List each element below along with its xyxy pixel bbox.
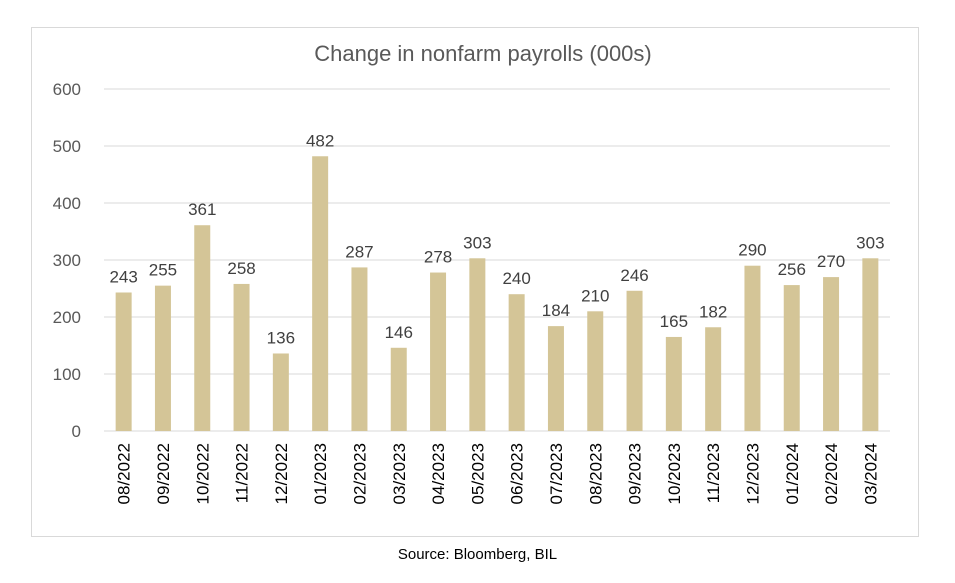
x-tick-label: 11/2023 — [704, 443, 723, 503]
x-tick-label: 12/2022 — [272, 443, 291, 504]
data-label: 243 — [109, 267, 137, 286]
x-tick-label: 01/2024 — [783, 443, 802, 504]
bar — [154, 285, 171, 431]
gridlines — [104, 88, 890, 432]
data-label: 290 — [738, 241, 766, 260]
bar — [626, 290, 643, 431]
chart-frame: Change in nonfarm payrolls (000s) 243 255… — [31, 27, 919, 537]
data-label: 361 — [188, 200, 216, 219]
x-tick-label: 09/2022 — [154, 443, 173, 504]
data-label: 210 — [581, 286, 609, 305]
x-tick-label: 02/2023 — [350, 443, 369, 504]
bar — [547, 326, 564, 431]
y-tick-label: 200 — [53, 308, 81, 327]
bar — [115, 292, 132, 431]
x-tick-label: 03/2024 — [861, 443, 880, 504]
x-tick-label: 01/2023 — [311, 443, 330, 504]
y-tick-label: 500 — [53, 137, 81, 156]
x-tick-label: 06/2023 — [508, 443, 527, 504]
x-tick-label: 03/2023 — [390, 443, 409, 504]
data-label: 182 — [699, 302, 727, 321]
x-tick-label: 08/2023 — [586, 443, 605, 504]
x-tick-label: 04/2023 — [429, 443, 448, 504]
bar — [430, 272, 447, 431]
bar — [351, 267, 368, 431]
x-tick-label: 10/2022 — [193, 443, 212, 504]
y-tick-label: 400 — [53, 194, 81, 213]
data-label: 146 — [385, 323, 413, 342]
chart-title: Change in nonfarm payrolls (000s) — [314, 41, 652, 66]
bar — [272, 353, 289, 431]
bar — [705, 327, 722, 431]
x-tick-label: 09/2023 — [626, 443, 645, 504]
bar-chart: Change in nonfarm payrolls (000s) 243 255… — [53, 41, 890, 504]
y-tick-label: 600 — [53, 80, 81, 99]
y-axis-ticks: 0 100 200 300 400 500 600 — [53, 80, 81, 441]
x-tick-label: 12/2023 — [743, 443, 762, 504]
data-label: 246 — [620, 266, 648, 285]
data-label: 482 — [306, 131, 334, 150]
bar — [390, 347, 407, 431]
x-tick-label: 02/2024 — [822, 443, 841, 504]
x-tick-label: 11/2022 — [233, 443, 252, 503]
x-tick-label: 05/2023 — [468, 443, 487, 504]
data-label: 287 — [345, 242, 373, 261]
x-tick-label: 07/2023 — [547, 443, 566, 504]
data-label: 303 — [463, 233, 491, 252]
y-tick-label: 300 — [53, 251, 81, 270]
bars — [115, 156, 879, 431]
data-label: 136 — [267, 328, 295, 347]
data-label: 240 — [502, 269, 530, 288]
bar — [665, 336, 682, 431]
y-tick-label: 0 — [72, 422, 81, 441]
data-labels: 243 255 361 258 136 482 287 146 278 303 240 184 210 2… — [109, 131, 884, 347]
bar — [508, 294, 525, 431]
source-note: Source: Bloomberg, BIL — [397, 546, 558, 563]
data-label: 165 — [660, 312, 688, 331]
data-label: 303 — [856, 233, 884, 252]
bar — [194, 225, 211, 431]
bar — [783, 285, 800, 431]
bar — [469, 258, 486, 431]
bar — [744, 265, 761, 431]
data-label: 270 — [817, 252, 845, 271]
bar — [587, 311, 604, 431]
data-label: 256 — [778, 260, 806, 279]
x-tick-label: 08/2022 — [115, 443, 134, 504]
data-label: 278 — [424, 248, 452, 267]
y-tick-label: 100 — [53, 365, 81, 384]
bar — [823, 277, 840, 431]
x-axis-ticks: 08/2022 09/2022 10/2022 11/2022 12/2022 01/20… — [115, 443, 881, 504]
data-label: 255 — [149, 261, 177, 280]
data-label: 258 — [227, 259, 255, 278]
data-label: 184 — [542, 301, 570, 320]
bar — [862, 258, 879, 431]
bar — [233, 283, 250, 431]
bar — [312, 156, 329, 431]
x-tick-label: 10/2023 — [665, 443, 684, 504]
